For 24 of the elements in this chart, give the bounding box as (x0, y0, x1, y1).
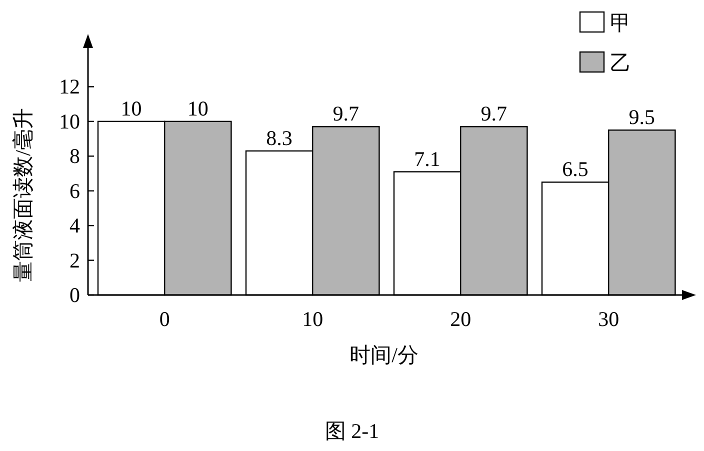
caption: 图 2-1 (324, 419, 380, 443)
data-label: 8.3 (266, 126, 292, 150)
y-tick-label: 4 (70, 214, 80, 238)
data-label: 9.5 (628, 105, 656, 130)
y-tick-label: 8 (70, 144, 80, 168)
data-label: 10 (187, 96, 208, 120)
y-tick-label: 0 (70, 283, 80, 307)
y-tick-label: 2 (70, 248, 80, 272)
data-label: 10 (120, 96, 142, 120)
y-axis-title: 量筒液面读数/毫升 (11, 108, 35, 282)
legend-label: 甲 (610, 11, 631, 35)
x-axis-title: 时间/分 (350, 343, 418, 367)
data-label: 7.1 (414, 146, 440, 171)
y-tick-label: 6 (70, 178, 80, 203)
y-tick-label: 12 (59, 74, 80, 99)
data-label: 9.7 (332, 102, 360, 126)
x-tick-label: 10 (302, 307, 324, 331)
legend-label: 乙 (610, 51, 631, 75)
x-tick-label: 20 (450, 307, 472, 331)
x-tick-label: 0 (159, 307, 170, 331)
y-tick-label: 10 (59, 109, 80, 134)
x-tick-label: 30 (598, 307, 620, 331)
data-label: 9.7 (480, 102, 508, 126)
data-label: 6.5 (562, 157, 588, 182)
